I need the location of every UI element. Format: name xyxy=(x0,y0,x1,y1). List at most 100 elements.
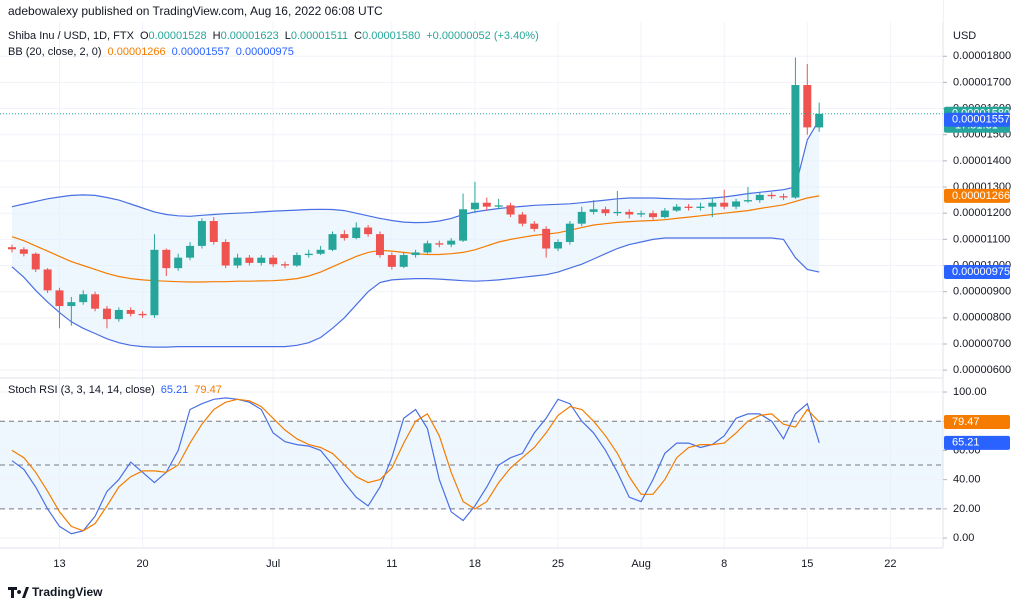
axes: 0.00000600 0.00000700 0.00000800 0.00000900… xyxy=(53,50,1011,570)
candle-body xyxy=(316,249,325,254)
x-tick-label: 15 xyxy=(801,558,813,570)
y-tick-label: 0.00001400 xyxy=(953,155,1011,167)
ohlc-value: 0.00001623 xyxy=(221,30,279,42)
ohlc-key: C xyxy=(354,30,362,42)
x-tick-label: 18 xyxy=(469,558,481,570)
candle-body xyxy=(708,202,717,207)
candle-body xyxy=(482,202,491,207)
indicator-value: 0.00000975 xyxy=(236,46,294,58)
candle-body xyxy=(637,213,646,215)
candle-body xyxy=(114,309,123,320)
candle-body xyxy=(411,252,420,256)
candle-body xyxy=(102,308,111,320)
ohlc-value: 0.00001580 xyxy=(362,30,420,42)
brand-name: TradingView xyxy=(32,585,103,599)
y-tick-label: 0.00000600 xyxy=(953,364,1011,376)
symbol: Shiba Inu / USD, 1D, FTX xyxy=(8,30,135,42)
stoch-title: Stoch RSI (3, 3, 14, 14, close) xyxy=(8,384,155,396)
candle-body xyxy=(91,294,100,309)
candle-body xyxy=(221,241,230,266)
stoch-line xyxy=(11,397,820,535)
candle-body xyxy=(19,249,28,254)
candle-body xyxy=(447,240,456,245)
candle-body xyxy=(55,290,64,307)
candle-body xyxy=(328,234,337,250)
candle-body xyxy=(601,209,610,214)
byline: adebowalexy published on TradingView.com… xyxy=(8,4,383,18)
candle-body xyxy=(577,211,586,224)
candle-body xyxy=(755,194,764,201)
candle-body xyxy=(625,211,634,215)
candle-body xyxy=(281,264,290,266)
x-tick-label: Aug xyxy=(631,558,651,570)
y-tick-label: 0.00000900 xyxy=(953,286,1011,298)
price-tag xyxy=(944,112,1010,127)
indicator-value: 0.00001557 xyxy=(172,46,230,58)
candle-body xyxy=(245,257,254,263)
price-tag xyxy=(944,415,1010,430)
candle-body xyxy=(470,202,479,210)
x-tick-label: 20 xyxy=(136,558,148,570)
candle-body xyxy=(399,255,408,267)
candle-body xyxy=(530,223,539,229)
candle-body xyxy=(174,257,183,269)
candle-body xyxy=(375,234,384,256)
indicator-value: 0.00001266 xyxy=(108,46,166,58)
axis-unit: USD xyxy=(953,30,976,42)
candle-body xyxy=(743,200,752,202)
indicator-name: BB (20, close, 2, 0) xyxy=(8,46,102,58)
x-tick-label: 13 xyxy=(53,558,65,570)
bollinger-line xyxy=(11,119,820,224)
price-tag-label: 65.21 xyxy=(952,437,980,449)
stoch-line xyxy=(11,398,820,532)
bollinger-line xyxy=(11,237,820,348)
price-tag-label: 0.00000975 xyxy=(952,266,1010,278)
candle-body xyxy=(648,213,657,218)
candle-body xyxy=(815,113,824,128)
candle-body xyxy=(672,206,681,211)
legend-indicator-line: BB (20, close, 2, 0) 0.00001266 0.00001557… xyxy=(8,46,294,58)
brand-logo xyxy=(8,587,29,598)
brand: TradingView xyxy=(8,585,103,599)
candle-body xyxy=(518,214,527,224)
candle-body xyxy=(506,205,515,215)
candle-body xyxy=(162,249,171,269)
x-tick-label: 8 xyxy=(721,558,727,570)
candle-body xyxy=(233,257,242,266)
candle-body xyxy=(767,194,776,197)
candle-body xyxy=(542,228,551,249)
ohlc-value: 0.00001528 xyxy=(149,30,207,42)
candle-body xyxy=(435,243,444,245)
y-tick-label: 0.00001100 xyxy=(953,233,1010,245)
candle-body xyxy=(732,201,741,207)
ohlc-value: 0.00001511 xyxy=(291,30,348,42)
y-tick-label: 0.00001700 xyxy=(953,76,1011,88)
candle-body xyxy=(791,85,800,198)
candle-body xyxy=(364,227,373,235)
y-tick-label: 40.00 xyxy=(953,474,981,486)
candle-body xyxy=(387,255,396,267)
marks xyxy=(0,57,943,535)
candle-body xyxy=(31,253,40,270)
ohlc-key: L xyxy=(285,30,291,42)
price-tag-label: 0.00001557 xyxy=(952,114,1010,126)
candle-body xyxy=(79,294,88,303)
candle-body xyxy=(613,211,622,214)
ohlc-key: H xyxy=(213,30,221,42)
candle-body xyxy=(803,85,812,128)
y-tick-label: 20.00 xyxy=(953,503,981,515)
candle-body xyxy=(660,210,669,218)
candle-body xyxy=(43,269,52,291)
x-tick-label: 11 xyxy=(386,558,397,570)
candle-body xyxy=(126,309,135,314)
candle-body xyxy=(67,302,76,307)
stoch-legend: Stoch RSI (3, 3, 14, 14, close) 65.21 79.4… xyxy=(8,384,222,396)
price-tag xyxy=(944,435,1010,450)
candle-body xyxy=(720,202,729,207)
ohlc-key: O xyxy=(140,30,149,42)
y-tick-label: 0.00001800 xyxy=(953,50,1011,62)
y-tick-label: 0.00 xyxy=(953,532,974,544)
y-tick-label: 100.00 xyxy=(953,386,987,398)
